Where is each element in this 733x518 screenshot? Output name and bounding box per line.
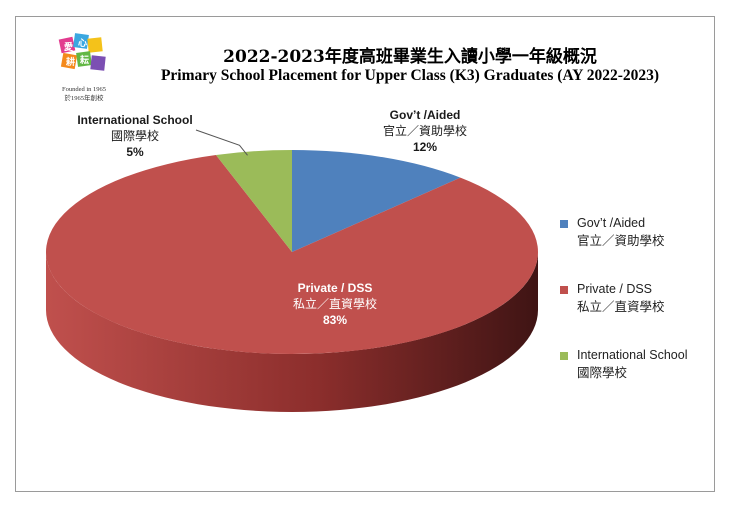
- legend-swatch-international: [560, 352, 568, 360]
- slice-label-international-pct: 5%: [126, 145, 144, 159]
- slice-label-private-pct: 83%: [322, 313, 348, 327]
- legend-swatch-private: [560, 286, 568, 294]
- chart-title: 2022-2023年度高班畢業生入讀小學一年級概況: [223, 47, 597, 67]
- logo-founded-text-zh: 於1965年創校: [64, 95, 104, 102]
- legend-label-international-zh: 國際學校: [577, 365, 628, 380]
- leader-line-international: [195, 129, 248, 156]
- slice-label-gov-pct: 12%: [412, 140, 438, 154]
- svg-text:愛: 愛: [64, 41, 73, 53]
- legend-swatch-gov: [560, 220, 568, 228]
- chart-subtitle: Primary School Placement for Upper Class…: [160, 67, 660, 84]
- slice-label-private-zh: 私立／直資學校: [292, 297, 377, 311]
- school-logo-icon: 愛 心 耕 耘: [56, 32, 112, 84]
- slice-label-gov: Gov’t /Aided 官立／資助學校 12%: [355, 107, 495, 155]
- legend-label-private-en: Private / DSS: [577, 282, 653, 296]
- logo-founded-text: Founded in 1965: [61, 86, 107, 93]
- pie-slice-private-side: [46, 252, 538, 412]
- slice-label-gov-zh: 官立／資助學校: [382, 124, 467, 138]
- pie-slice-international: [215, 150, 292, 252]
- svg-text:耘: 耘: [80, 54, 89, 66]
- legend-label-international-en: International School: [577, 348, 688, 362]
- pie-tops: [45, 129, 539, 354]
- legend-label-private-zh: 私立／直資學校: [577, 299, 665, 314]
- svg-text:耕: 耕: [66, 56, 75, 68]
- slice-label-international-zh: 國際學校: [110, 129, 159, 143]
- slice-label-private-en: Private / DSS: [297, 281, 373, 295]
- legend-label-gov-en: Gov’t /Aided: [577, 216, 646, 230]
- pie-slice-gov: [292, 150, 461, 252]
- legend-label-gov-zh: 官立／資助學校: [577, 233, 665, 248]
- slice-label-private: Private / DSS 私立／直資學校 83%: [265, 280, 405, 328]
- slice-label-international: International School 國際學校 5%: [60, 112, 210, 160]
- svg-text:心: 心: [78, 38, 87, 49]
- pie-slice-private: [45, 154, 539, 354]
- slice-label-gov-en: Gov’t /Aided: [389, 108, 461, 122]
- slice-label-international-en: International School: [77, 113, 193, 127]
- pie-sides: [46, 252, 538, 412]
